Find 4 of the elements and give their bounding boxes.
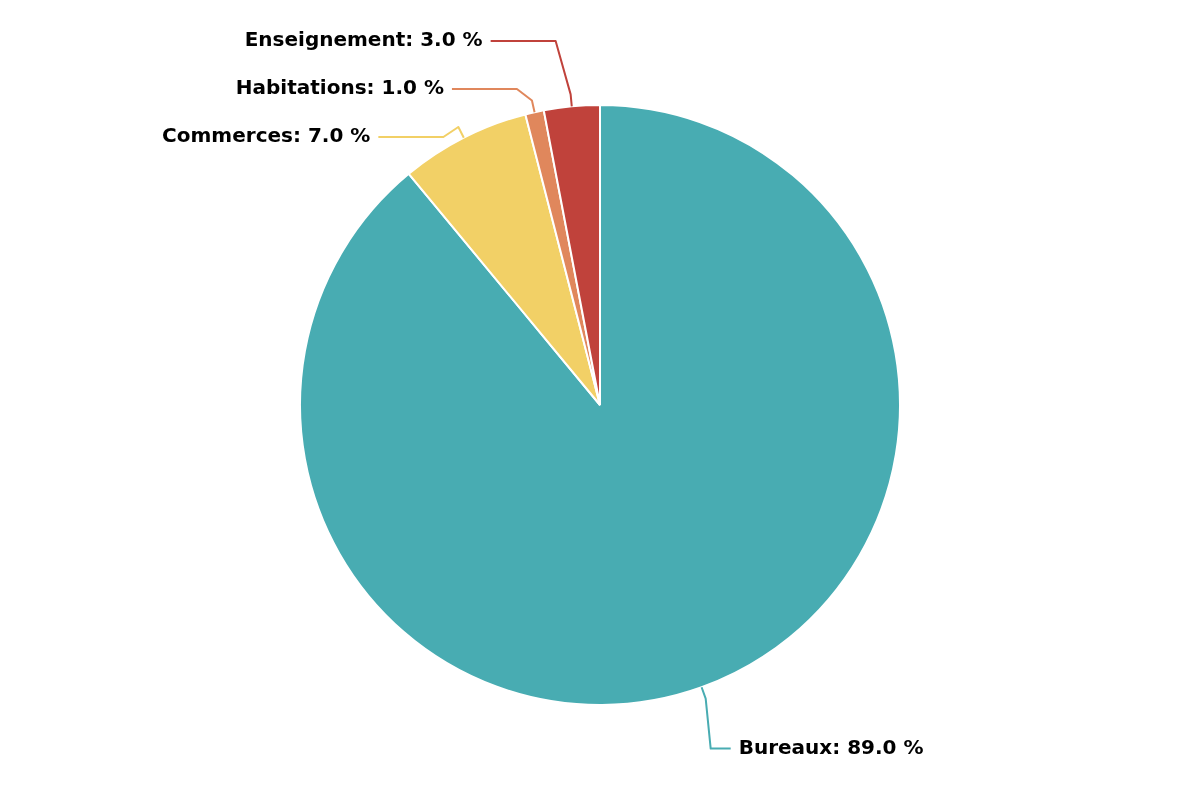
slice-label: Habitations: 1.0 % xyxy=(235,75,444,100)
slice-label: Bureaux: 89.0 % xyxy=(738,734,924,759)
slice-label: Enseignement: 3.0 % xyxy=(244,27,483,52)
slice-label: Commerces: 7.0 % xyxy=(162,123,371,148)
